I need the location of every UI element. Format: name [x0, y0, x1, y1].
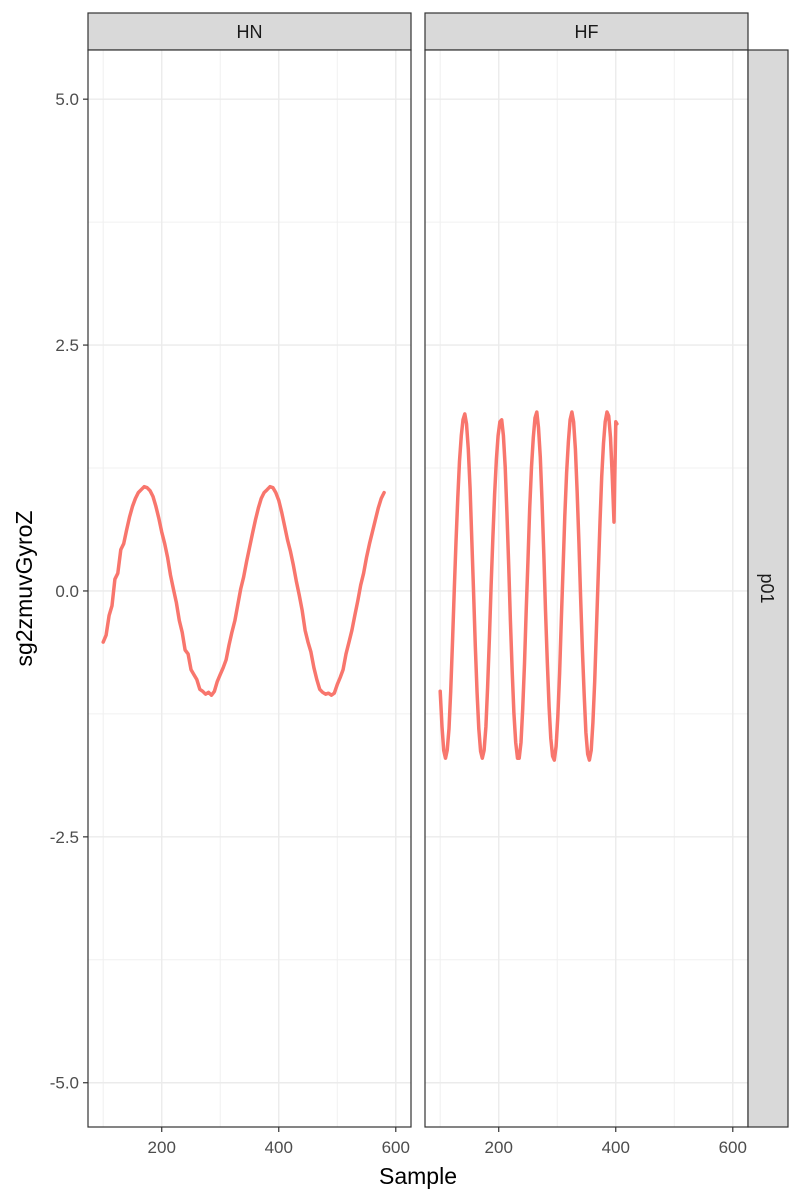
- panel-hn-strip: [87, 12, 412, 51]
- panel-hf-strip: [424, 12, 749, 51]
- panel-hn-border: [87, 49, 412, 1128]
- x-tick-label: 200: [485, 1138, 513, 1157]
- panel-hn-strip-label: HN: [237, 22, 263, 42]
- x-tick-label: 200: [148, 1138, 176, 1157]
- panel-hf-series: [438, 410, 619, 762]
- panel-hn: HN: [87, 12, 412, 1128]
- x-axis-hn: 200 400 600: [148, 1127, 410, 1157]
- y-axis-title: sg2zmuvGyroZ: [11, 511, 37, 667]
- series-line: [101, 484, 386, 697]
- x-axis-title: Sample: [379, 1163, 457, 1189]
- series-line: [438, 410, 619, 762]
- y-tick-label: -5.0: [50, 1074, 79, 1093]
- row-strip: p01: [747, 49, 789, 1128]
- row-strip-box: [747, 49, 789, 1128]
- y-tick-label: 5.0: [55, 90, 79, 109]
- x-tick-label: 400: [602, 1138, 630, 1157]
- y-axis: -5.0 -2.5 0.0 2.5 5.0: [50, 90, 88, 1093]
- x-axis-hf: 200 400 600: [485, 1127, 747, 1157]
- x-tick-label: 600: [382, 1138, 410, 1157]
- panel-hf: HF: [424, 12, 749, 1128]
- y-tick-label: 2.5: [55, 336, 79, 355]
- panel-hf-background: [425, 50, 748, 1127]
- panel-hn-series: [101, 484, 386, 697]
- y-tick-label: -2.5: [50, 828, 79, 847]
- panel-hn-grid: [88, 50, 411, 1127]
- x-tick-label: 600: [719, 1138, 747, 1157]
- row-strip-label: p01: [757, 573, 777, 603]
- x-tick-label: 400: [265, 1138, 293, 1157]
- y-tick-label: 0.0: [55, 582, 79, 601]
- panel-hf-strip-label: HF: [575, 22, 599, 42]
- panel-hn-background: [88, 50, 411, 1127]
